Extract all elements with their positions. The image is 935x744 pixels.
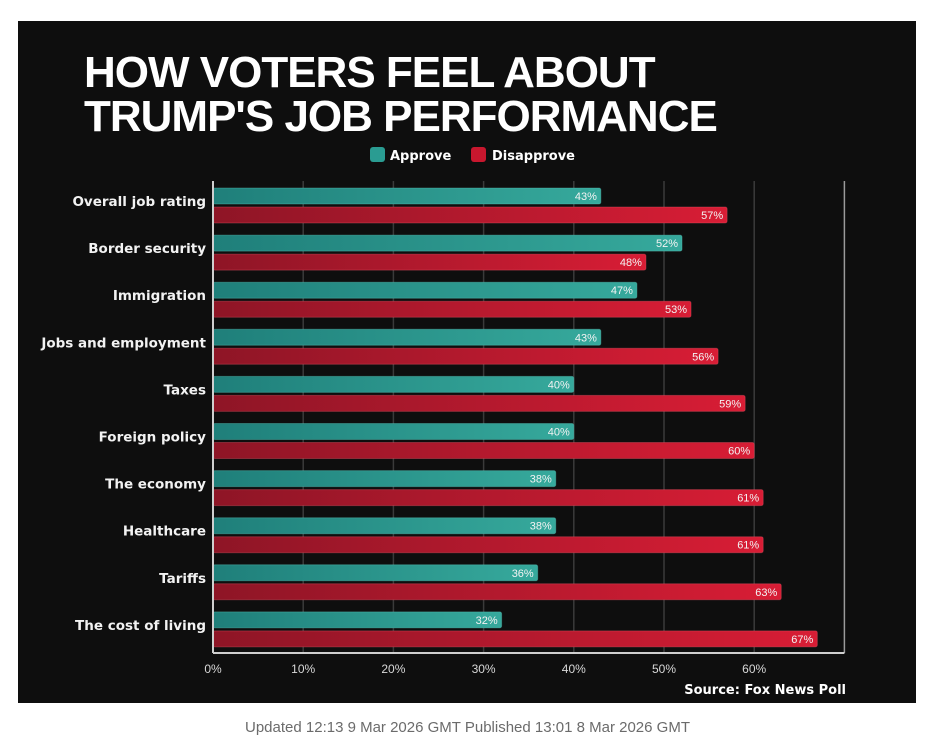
disapprove-bar [212, 536, 764, 554]
x-tick-label: 0% [204, 662, 222, 676]
disapprove-value-label: 60% [728, 446, 750, 458]
x-tick-label: 40% [562, 662, 586, 676]
approve-bar [212, 611, 503, 629]
approve-value-label: 38% [530, 474, 552, 486]
approve-bar [212, 423, 575, 440]
disapprove-bar [212, 394, 746, 412]
disapprove-value-label: 61% [737, 493, 759, 505]
x-tick-label: 60% [742, 662, 766, 676]
category-label: Jobs and employment [40, 335, 206, 351]
disapprove-value-label: 53% [665, 304, 687, 316]
disapprove-value-label: 48% [620, 257, 642, 269]
category-label: Healthcare [123, 524, 206, 540]
gridlines [302, 181, 755, 653]
disapprove-value-label: 57% [701, 210, 723, 222]
disapprove-bar [212, 347, 719, 365]
x-axis-tick-labels: 0% 10% 20% 30% 40% 50% 60% [204, 662, 766, 676]
approve-bar [212, 375, 575, 393]
x-tick-label: 30% [472, 662, 496, 676]
disapprove-value-label: 56% [692, 351, 714, 363]
source-note: Source: Fox News Poll [684, 683, 846, 698]
timestamp-caption: Updated 12:13 9 Mar 2026 GMT Published 1… [245, 719, 690, 736]
disapprove-bar [212, 489, 764, 507]
category-label: Foreign policy [99, 430, 207, 446]
disapprove-value-label: 63% [755, 587, 777, 599]
approve-value-label: 43% [575, 191, 597, 203]
x-tick-label: 20% [381, 662, 405, 676]
disapprove-bar [212, 300, 692, 318]
disapprove-value-label: 59% [719, 398, 741, 410]
approve-value-label: 40% [548, 379, 570, 391]
approve-value-label: 40% [548, 427, 570, 439]
approve-value-label: 38% [530, 521, 552, 533]
approve-value-label: 52% [656, 238, 678, 250]
approve-bar [212, 234, 683, 252]
axes [212, 181, 846, 654]
category-label: Taxes [164, 382, 206, 398]
chart-title-line-2: TRUMP'S JOB PERFORMANCE [84, 92, 717, 141]
approve-bar [212, 470, 557, 488]
approve-bar [212, 281, 638, 299]
chart-figure: HOW VOTERS FEEL ABOUT TRUMP'S JOB PERFOR… [18, 21, 916, 703]
disapprove-bar [212, 583, 782, 601]
x-tick-label: 50% [652, 662, 676, 676]
disapprove-value-label: 61% [737, 540, 759, 552]
x-tick-label: 10% [291, 662, 315, 676]
category-label: The economy [105, 477, 206, 493]
category-label: The cost of living [75, 618, 206, 634]
legend-label-approve: Approve [390, 149, 451, 164]
approve-value-label: 36% [512, 568, 534, 580]
category-label: Immigration [113, 288, 206, 304]
legend-swatch-approve [370, 147, 385, 162]
chart-title-line-1: HOW VOTERS FEEL ABOUT [84, 48, 656, 97]
legend-swatch-disapprove [471, 147, 486, 162]
category-label: Border security [88, 241, 206, 257]
approve-bar [212, 187, 602, 205]
disapprove-bar [212, 206, 728, 224]
approve-bar [212, 564, 539, 582]
disapprove-bar [212, 253, 647, 271]
bar-chart: HOW VOTERS FEEL ABOUT TRUMP'S JOB PERFOR… [40, 48, 846, 698]
legend: Approve Disapprove [370, 147, 575, 164]
approve-bar [212, 517, 557, 535]
category-label: Tariffs [159, 571, 206, 587]
disapprove-value-label: 67% [791, 634, 813, 646]
category-labels: Overall job rating Border security Immigra… [40, 194, 206, 634]
approve-value-label: 43% [575, 332, 597, 344]
category-label: Overall job rating [72, 194, 206, 210]
disapprove-bar [212, 442, 755, 459]
legend-label-disapprove: Disapprove [492, 149, 575, 164]
approve-value-label: 47% [611, 285, 633, 297]
disapprove-bar [212, 630, 818, 648]
approve-value-label: 32% [476, 615, 498, 627]
approve-bar [212, 328, 602, 346]
